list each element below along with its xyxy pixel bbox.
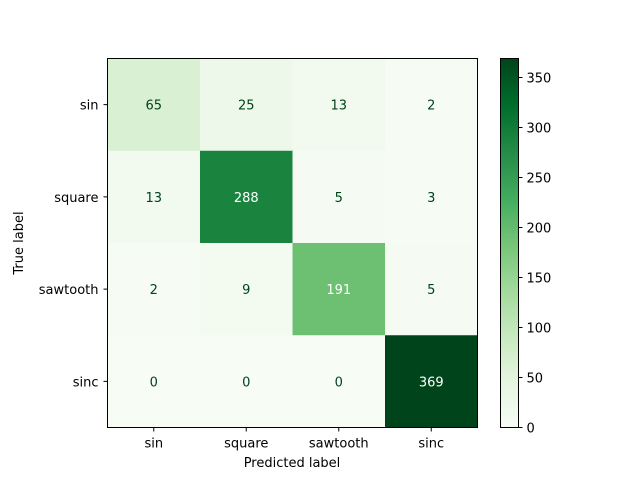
cell-value-label: 288 bbox=[234, 191, 259, 206]
colorbar-tick-label: 250 bbox=[527, 172, 552, 187]
colorbar-tick-label: 0 bbox=[527, 422, 535, 437]
cell-value-label: 191 bbox=[326, 283, 351, 298]
heatmap-cell bbox=[200, 58, 293, 152]
cell-value-label: 25 bbox=[238, 99, 255, 114]
cell-value-label: 0 bbox=[335, 375, 343, 390]
colorbar bbox=[500, 58, 519, 428]
colorbar-tick-label: 300 bbox=[527, 122, 552, 137]
heatmap-cell bbox=[107, 335, 201, 428]
heatmap-cells: 65 25 13 2 13 288 5 3 2 9 191 5 0 0 0 369 bbox=[107, 58, 478, 428]
heatmap-cell bbox=[107, 58, 201, 152]
heatmap-cell bbox=[107, 150, 201, 244]
y-tick-label: square bbox=[54, 191, 98, 206]
colorbar-tick-label: 100 bbox=[527, 322, 552, 337]
x-axis-label: Predicted label bbox=[244, 456, 341, 471]
cell-value-label: 5 bbox=[427, 283, 435, 298]
cell-value-label: 5 bbox=[335, 191, 343, 206]
cell-value-label: 0 bbox=[242, 375, 250, 390]
x-tick-label: square bbox=[224, 437, 268, 452]
heatmap-cell bbox=[385, 335, 478, 428]
colorbar-ticks: 0 50 100 150 200 250 300 350 bbox=[518, 72, 552, 437]
colorbar-tick-label: 200 bbox=[527, 222, 552, 237]
y-tick-label: sinc bbox=[73, 375, 99, 390]
heatmap-cell bbox=[107, 243, 201, 336]
cell-value-label: 13 bbox=[330, 99, 347, 114]
plot-frame bbox=[107, 58, 478, 428]
heatmap-cell bbox=[200, 150, 293, 244]
colorbar-tick-label: 150 bbox=[527, 272, 552, 287]
cell-value-label: 13 bbox=[145, 191, 162, 206]
cell-value-label: 0 bbox=[150, 375, 158, 390]
x-tick-label: sin bbox=[144, 437, 163, 452]
heatmap-cell bbox=[292, 150, 386, 244]
cell-value-label: 3 bbox=[427, 191, 435, 206]
heatmap-cell bbox=[292, 335, 386, 428]
cell-value-label: 369 bbox=[419, 375, 444, 390]
y-axis-label: True label bbox=[12, 211, 27, 275]
y-axis-ticks: sin square sawtooth sinc bbox=[39, 99, 108, 390]
x-tick-label: sinc bbox=[418, 437, 444, 452]
heatmap-cell bbox=[200, 243, 293, 336]
cell-value-label: 9 bbox=[242, 283, 250, 298]
cell-value-label: 2 bbox=[150, 283, 158, 298]
y-tick-label: sawtooth bbox=[39, 283, 99, 298]
x-axis-ticks: sin square sawtooth sinc bbox=[144, 427, 444, 452]
heatmap-cell bbox=[200, 335, 293, 428]
cell-value-label: 65 bbox=[145, 99, 162, 114]
colorbar-tick-label: 50 bbox=[527, 372, 544, 387]
heatmap-cell bbox=[292, 243, 386, 336]
x-tick-label: sawtooth bbox=[309, 437, 369, 452]
colorbar-tick-label: 350 bbox=[527, 72, 552, 87]
heatmap-cell bbox=[385, 150, 478, 244]
heatmap-cell bbox=[385, 58, 478, 152]
heatmap-cell bbox=[292, 58, 386, 152]
cell-value-label: 2 bbox=[427, 99, 435, 114]
y-tick-label: sin bbox=[80, 99, 99, 114]
heatmap-cell bbox=[385, 243, 478, 336]
